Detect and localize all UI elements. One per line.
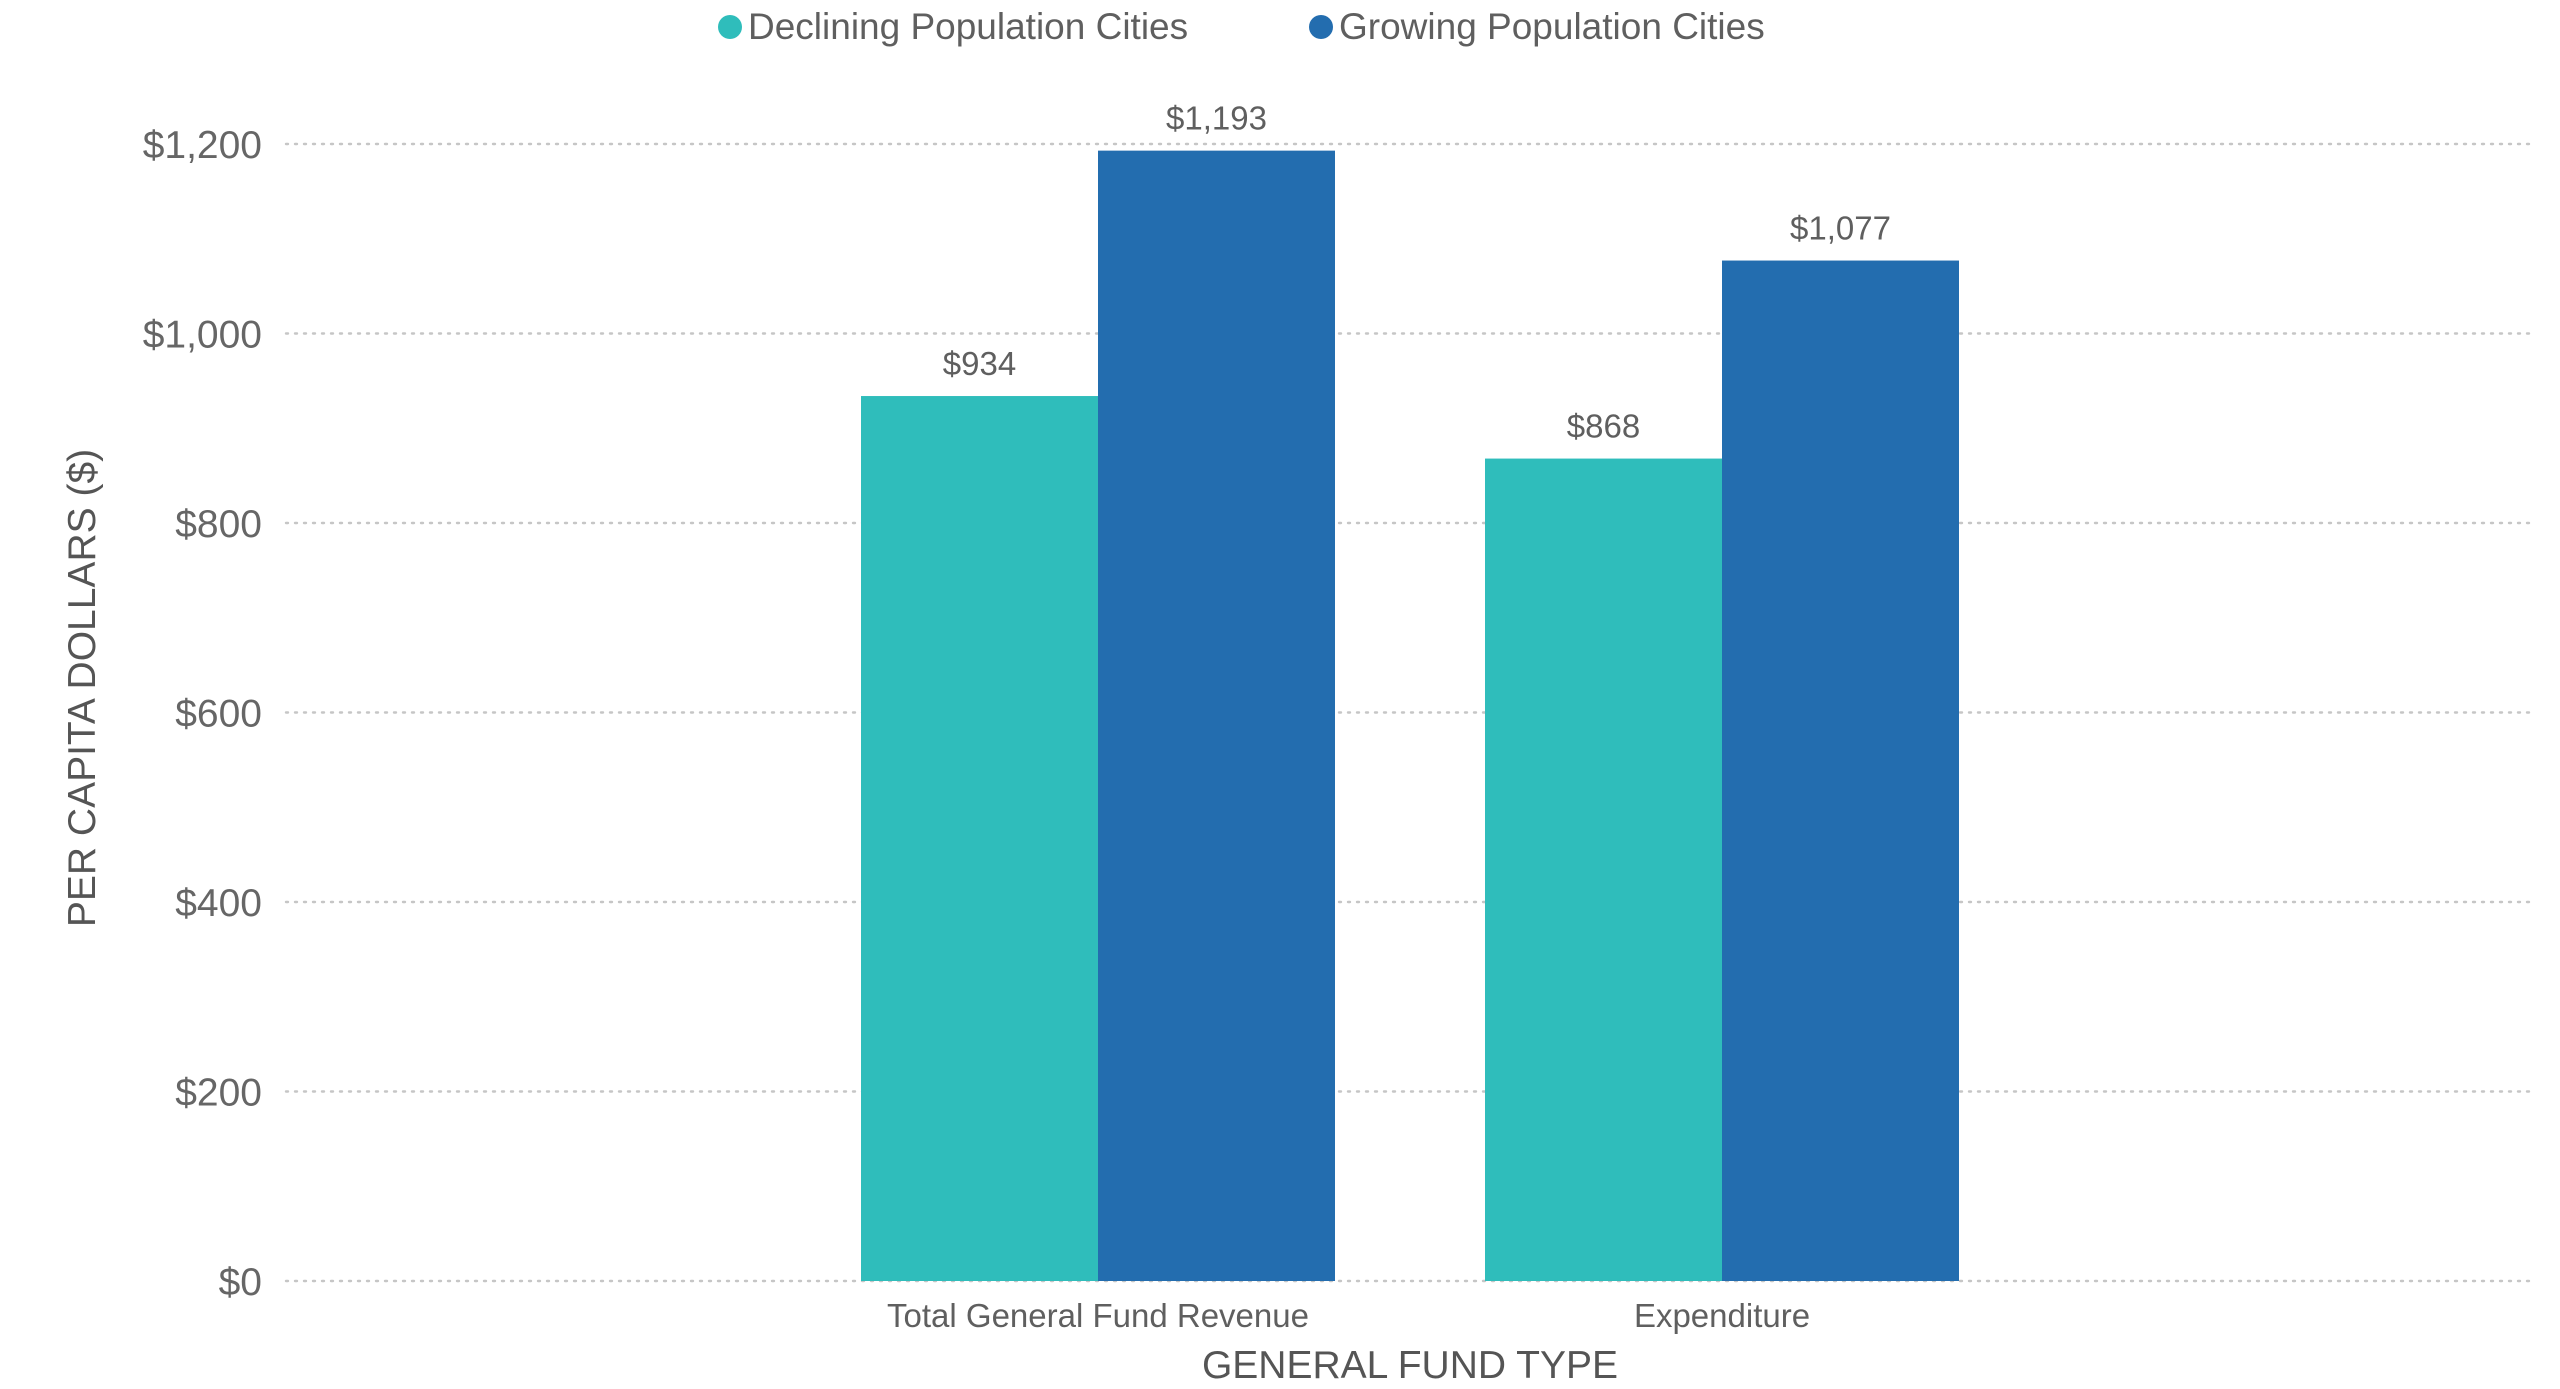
data-label: $868 [1567, 408, 1640, 445]
x-axis-labels: Total General Fund Revenue Expenditure [887, 1297, 1810, 1334]
x-tick-label: Expenditure [1634, 1297, 1810, 1334]
legend-marker-declining [718, 15, 742, 39]
bar-declining-revenue [861, 396, 1098, 1281]
data-label: $934 [943, 345, 1016, 382]
data-label: $1,193 [1166, 100, 1267, 137]
bar-growing-revenue [1098, 150, 1335, 1281]
data-label: $1,077 [1790, 210, 1891, 247]
y-tick-label: $600 [175, 693, 262, 736]
y-tick-label: $800 [175, 503, 262, 546]
gridlines [284, 142, 2532, 1283]
legend-label-declining: Declining Population Cities [748, 6, 1188, 47]
bar-growing-expenditure [1722, 260, 1959, 1282]
y-tick-label: $0 [219, 1261, 262, 1304]
bar-declining-expenditure [1485, 458, 1722, 1281]
y-tick-label: $200 [175, 1072, 262, 1115]
y-tick-label: $1,200 [143, 124, 262, 167]
y-tick-label: $1,000 [143, 314, 262, 357]
bars [861, 150, 1959, 1282]
x-axis-title: GENERAL FUND TYPE [1202, 1344, 1618, 1387]
legend: Declining Population Cities Growing Popu… [718, 6, 1765, 47]
y-axis-title: PER CAPITA DOLLARS ($) [61, 449, 104, 927]
x-tick-label: Total General Fund Revenue [887, 1297, 1309, 1334]
y-tick-label: $400 [175, 882, 262, 925]
legend-label-growing: Growing Population Cities [1339, 6, 1765, 47]
y-axis-ticks: $0 $200 $400 $600 $800 $1,000 $1,200 [143, 124, 262, 1304]
legend-marker-growing [1309, 15, 1333, 39]
data-labels: $934 $1,193 $868 $1,077 [943, 100, 1891, 445]
